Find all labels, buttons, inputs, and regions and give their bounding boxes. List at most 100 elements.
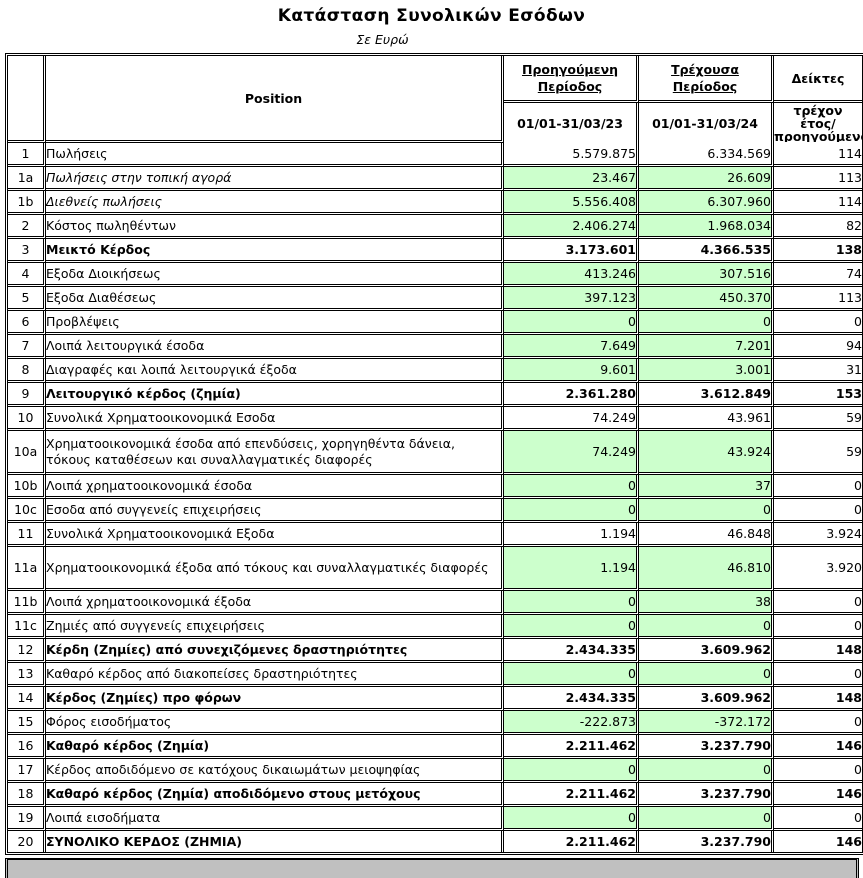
row-ratio-value: 0 <box>774 311 862 335</box>
row-position-cell: Προβλέψεις <box>46 311 504 335</box>
row-ratio-value: 31 <box>774 359 862 383</box>
row-ratio-value: 114 <box>774 191 862 215</box>
table-row: 19 Λοιπά εισοδήματα 0 0 0 <box>8 807 862 831</box>
table-row: 12 Κέρδη (Ζημίες) από συνεχιζόμενες δραστ… <box>8 639 862 663</box>
row-ratio-value: 3.924 <box>774 523 862 547</box>
row-current-value: 0 <box>639 499 774 523</box>
row-current-value: 43.961 <box>639 407 774 431</box>
row-current-value: 3.237.790 <box>639 831 774 852</box>
table-row: 9 Λειτουργικό κέρδος (ζημία) 2.361.280 3.61… <box>8 383 862 407</box>
row-index-cell: 2 <box>8 215 46 239</box>
row-position-cell: Χρηματοοικονομικά έσοδα από επενδύσεις, … <box>46 431 504 475</box>
row-previous-value: 5.579.875 <box>504 143 639 167</box>
row-index-cell: 1a <box>8 167 46 191</box>
row-position-cell: Εσοδα από συγγενείς επιχειρήσεις <box>46 499 504 523</box>
row-current-value: 46.810 <box>639 547 774 591</box>
row-index-cell: 13 <box>8 663 46 687</box>
row-current-value: 0 <box>639 759 774 783</box>
currency-note: Σε Ευρώ <box>356 32 409 47</box>
row-current-value: 3.609.962 <box>639 639 774 663</box>
row-current-value: 38 <box>639 591 774 615</box>
row-current-value: 37 <box>639 475 774 499</box>
income-statement-table: Position Προηγούμενη Περίοδος Τρέχουσα Π… <box>5 53 863 855</box>
table-row: 15 Φόρος εισοδήματος -222.873 -372.172 0 <box>8 711 862 735</box>
row-current-value: 3.001 <box>639 359 774 383</box>
row-current-value: -372.172 <box>639 711 774 735</box>
header-previous-period-line2: Περίοδος <box>537 79 603 94</box>
row-current-value: 0 <box>639 311 774 335</box>
row-previous-value: 2.434.335 <box>504 639 639 663</box>
row-ratio-value: 114 <box>774 143 862 167</box>
row-previous-value: 413.246 <box>504 263 639 287</box>
row-current-value: 4.366.535 <box>639 239 774 263</box>
row-previous-value: 0 <box>504 807 639 831</box>
row-ratio-value: 113 <box>774 167 862 191</box>
row-ratio-value: 146 <box>774 735 862 759</box>
row-position-cell: Χρηματοοικονομικά έξοδα από τόκους και σ… <box>46 547 504 591</box>
row-index-cell: 12 <box>8 639 46 663</box>
row-position-cell: Λειτουργικό κέρδος (ζημία) <box>46 383 504 407</box>
row-ratio-value: 0 <box>774 759 862 783</box>
table-row: 17 Κέρδος αποδιδόμενο σε κατόχους δικαιωμ… <box>8 759 862 783</box>
row-current-value: 6.334.569 <box>639 143 774 167</box>
row-ratio-value: 0 <box>774 499 862 523</box>
footer-strip <box>5 858 859 878</box>
table-row: 3 Μεικτό Κέρδος 3.173.601 4.366.535 138 <box>8 239 862 263</box>
row-ratio-value: 59 <box>774 407 862 431</box>
row-previous-value: 0 <box>504 759 639 783</box>
row-previous-value: 1.194 <box>504 523 639 547</box>
table-row: 11a Χρηματοοικονομικά έξοδα από τόκους κα… <box>8 547 862 591</box>
header-previous-period-line1: Προηγούμενη <box>521 62 618 77</box>
row-position-cell: Λοιπά χρηματοοικονομικά έξοδα <box>46 591 504 615</box>
row-ratio-value: 148 <box>774 687 862 711</box>
table-row: 1 Πωλήσεις 5.579.875 6.334.569 114 <box>8 143 862 167</box>
table-row: 10 Συνολικά Χρηματοοικονομικά Εσοδα 74.249… <box>8 407 862 431</box>
row-previous-value: 7.649 <box>504 335 639 359</box>
statement-table-wrap: Position Προηγούμενη Περίοδος Τρέχουσα Π… <box>0 53 863 855</box>
row-position-cell: Καθαρό κέρδος (Ζημία) <box>46 735 504 759</box>
row-position-cell: Κέρδος αποδιδόμενο σε κατόχους δικαιωμάτ… <box>46 759 504 783</box>
row-ratio-value: 113 <box>774 287 862 311</box>
row-ratio-value: 146 <box>774 831 862 852</box>
row-ratio-value: 146 <box>774 783 862 807</box>
row-position-cell: Κόστος πωληθέντων <box>46 215 504 239</box>
row-current-value: 3.237.790 <box>639 735 774 759</box>
row-position-cell: Λοιπά εισοδήματα <box>46 807 504 831</box>
header-row-primary: Position Προηγούμενη Περίοδος Τρέχουσα Π… <box>8 56 862 143</box>
table-row: 20 ΣΥΝΟΛΙΚΟ ΚΕΡΔΟΣ (ΖΗΜΙΑ) 2.211.462 3.237.… <box>8 831 862 852</box>
row-position-cell: Συνολικά Χρηματοοικονομικά Εξοδα <box>46 523 504 547</box>
row-previous-value: 0 <box>504 663 639 687</box>
table-row: 11 Συνολικά Χρηματοοικονομικά Εξοδα 1.194 4… <box>8 523 862 547</box>
header-previous-period-dates: 01/01-31/03/23 <box>504 103 639 143</box>
row-index-cell: 10a <box>8 431 46 475</box>
row-previous-value: 0 <box>504 591 639 615</box>
row-current-value: 1.968.034 <box>639 215 774 239</box>
row-previous-value: 2.211.462 <box>504 735 639 759</box>
header-position: Position <box>46 56 504 143</box>
row-current-value: 0 <box>639 663 774 687</box>
row-position-cell: Διεθνείς πωλήσεις <box>46 191 504 215</box>
row-previous-value: 397.123 <box>504 287 639 311</box>
table-row: 18 Καθαρό κέρδος (Ζημία) αποδιδόμενο στου… <box>8 783 862 807</box>
header-previous-period: Προηγούμενη Περίοδος <box>504 56 639 103</box>
row-ratio-value: 0 <box>774 591 862 615</box>
row-index-cell: 8 <box>8 359 46 383</box>
row-index-cell: 17 <box>8 759 46 783</box>
row-position-cell: Λοιπά λειτουργικά έσοδα <box>46 335 504 359</box>
currency-note-row: Σε Ευρώ <box>0 27 863 53</box>
row-index-cell: 19 <box>8 807 46 831</box>
row-index-cell: 1b <box>8 191 46 215</box>
row-position-cell: ΣΥΝΟΛΙΚΟ ΚΕΡΔΟΣ (ΖΗΜΙΑ) <box>46 831 504 852</box>
row-position-cell: Μεικτό Κέρδος <box>46 239 504 263</box>
row-previous-value: 23.467 <box>504 167 639 191</box>
row-index-cell: 11b <box>8 591 46 615</box>
row-ratio-value: 0 <box>774 475 862 499</box>
row-index-cell: 10b <box>8 475 46 499</box>
row-previous-value: 2.434.335 <box>504 687 639 711</box>
row-current-value: 450.370 <box>639 287 774 311</box>
header-current-period-dates: 01/01-31/03/24 <box>639 103 774 143</box>
row-current-value: 3.612.849 <box>639 383 774 407</box>
row-position-cell: Πωλήσεις <box>46 143 504 167</box>
row-ratio-value: 74 <box>774 263 862 287</box>
row-ratio-value: 3.920 <box>774 547 862 591</box>
